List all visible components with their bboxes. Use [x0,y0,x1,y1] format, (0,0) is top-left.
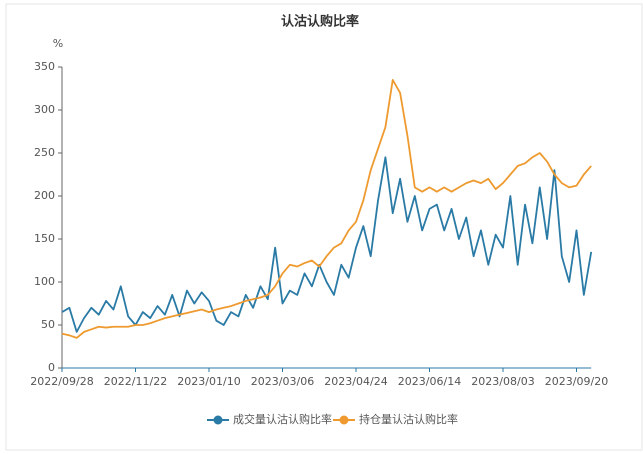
x-tick-label: 2023/09/20 [545,375,608,388]
x-tick-label: 2023/06/14 [398,375,461,388]
x-tick-label: 2023/08/03 [471,375,534,388]
y-tick-label: 50 [41,318,55,331]
y-tick-label: 300 [34,103,55,116]
y-tick-label: 0 [48,361,55,374]
x-tick-label: 2023/03/06 [251,375,314,388]
y-tick-label: 150 [34,232,55,245]
series-line [61,156,593,333]
y-unit: % [53,37,63,50]
y-tick-label: 350 [34,60,55,73]
x-tick-label: 2023/01/10 [177,375,240,388]
legend-marker [213,415,223,425]
y-tick-label: 250 [34,146,55,159]
legend-label: 持仓量认沽认购比率 [359,412,458,426]
legend-marker [339,415,349,425]
legend-label: 成交量认沽认购比率 [233,412,332,426]
y-tick-label: 100 [34,275,55,288]
chart-title: 认沽认购比率 [281,14,359,30]
x-tick-label: 2022/11/22 [104,375,167,388]
x-tick-label: 2022/09/28 [30,375,93,388]
y-tick-label: 200 [34,189,55,202]
x-tick-label: 2023/04/24 [324,375,387,388]
series-line [61,79,592,339]
frame [5,3,643,451]
